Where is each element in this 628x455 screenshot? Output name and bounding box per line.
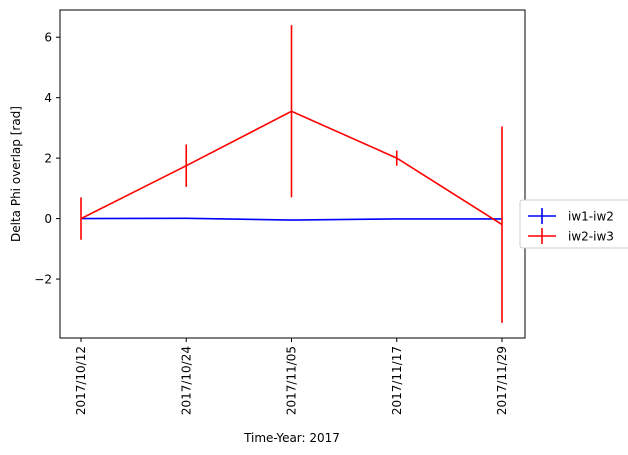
series-line-iw1-iw2 — [80, 217, 502, 221]
series-layer — [80, 25, 503, 323]
y-tick-label: 2 — [44, 152, 52, 166]
x-tick-label: 2017/10/12 — [74, 346, 88, 415]
legend: iw1-iw2 iw2-iw3 — [519, 199, 628, 249]
x-tick-label: 2017/10/24 — [179, 346, 193, 415]
y-tick-label: 4 — [44, 91, 52, 105]
y-axis-label: Delta Phi overlap [rad] — [9, 106, 23, 242]
y-tick-label: 0 — [44, 212, 52, 226]
y-axis: −2 0 2 4 6 — [34, 31, 60, 287]
legend-label: iw2-iw3 — [568, 230, 614, 244]
x-tick-label: 2017/11/17 — [390, 346, 404, 415]
x-tick-label: 2017/11/29 — [495, 346, 509, 415]
plot-frame — [59, 9, 526, 339]
y-tick-label: 6 — [44, 31, 52, 45]
y-tick-label: −2 — [34, 273, 52, 287]
legend-label: iw1-iw2 — [568, 210, 614, 224]
x-axis: 2017/10/12 2017/10/24 2017/11/05 2017/11/17… — [74, 338, 509, 415]
x-tick-label: 2017/11/05 — [285, 346, 299, 415]
x-axis-label: Time-Year: 2017 — [243, 431, 340, 445]
